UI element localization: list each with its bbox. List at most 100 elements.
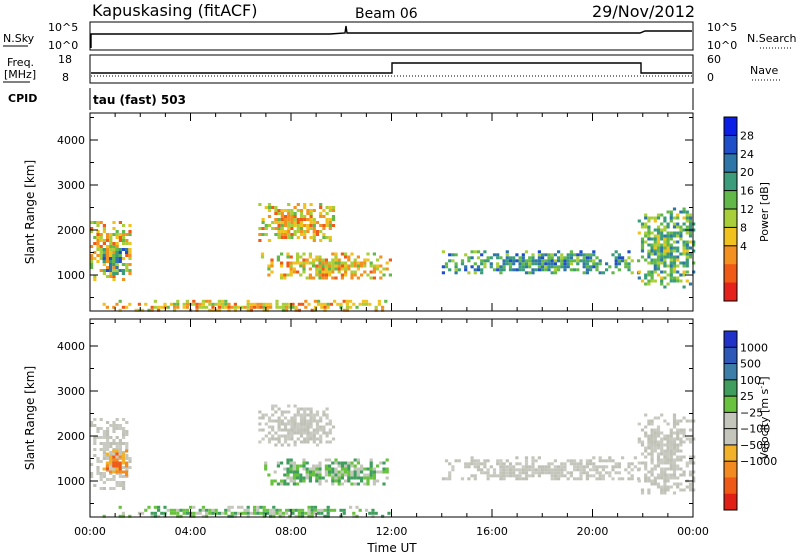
echo-cell (676, 464, 680, 468)
echo-cell (676, 482, 680, 486)
echo-cell (106, 257, 110, 260)
echo-cell (624, 259, 628, 263)
echo-cell (321, 267, 325, 271)
echo-cell (292, 479, 296, 483)
echo-cell (125, 421, 129, 424)
echo-cell (303, 218, 307, 221)
echo-cell (611, 459, 615, 463)
echo-cell (102, 457, 106, 460)
echo-cell (256, 305, 260, 309)
echo-cell (589, 459, 593, 463)
echo-cell (264, 422, 268, 426)
echo-cell (320, 305, 324, 309)
echo-cell (109, 436, 113, 439)
echo-cell (278, 305, 282, 309)
echo-cell (277, 419, 281, 423)
echo-cell (676, 255, 680, 259)
colorbar-segment (724, 428, 737, 446)
echo-cell (274, 419, 278, 423)
echo-cell (302, 258, 306, 262)
echo-cell (319, 215, 323, 218)
echo-cell (280, 434, 284, 438)
echo-cell (656, 473, 661, 477)
echo-cell (289, 461, 293, 465)
echo-cell (585, 256, 589, 260)
echo-cell (318, 267, 322, 271)
echo-cell (280, 422, 284, 426)
echo-cell (270, 482, 274, 486)
echo-cell (692, 243, 696, 247)
echo-cell (682, 270, 686, 274)
echo-cell (569, 268, 573, 272)
echo-cell (253, 511, 257, 515)
echo-cell (505, 465, 509, 469)
echo-cell (306, 212, 310, 215)
echo-cell (267, 425, 272, 429)
echo-cell (283, 224, 288, 227)
station-title: Kapuskasing (fitACF) (92, 1, 257, 20)
echo-cell (582, 256, 586, 260)
echo-cell (118, 475, 122, 478)
echo-cell (688, 419, 693, 423)
echo-cell (271, 428, 275, 432)
echo-cell (492, 268, 497, 272)
echo-cell (102, 260, 106, 263)
echo-cell (376, 258, 380, 262)
echo-cell (557, 250, 561, 254)
echo-cell (640, 452, 645, 456)
echo-cell (328, 236, 332, 239)
echo-cell (692, 461, 696, 465)
echo-cell (208, 308, 212, 312)
echo-cell (688, 225, 693, 229)
echo-cell (560, 468, 564, 472)
echo-cell (109, 239, 113, 242)
echo-cell (318, 258, 322, 262)
echo-cell (125, 430, 129, 433)
echo-cell (106, 254, 110, 257)
echo-cell (660, 452, 664, 456)
echo-cell (569, 259, 573, 263)
echo-cell (499, 468, 503, 472)
echo-cell (296, 425, 300, 429)
echo-cell (319, 212, 323, 215)
echo-cell (323, 302, 327, 306)
echo-cell (663, 467, 667, 471)
echo-cell (109, 275, 113, 278)
echo-cell (524, 271, 529, 275)
echo-cell (329, 508, 333, 512)
echo-cell (682, 216, 686, 220)
echo-cell (150, 511, 154, 515)
echo-cell (356, 255, 360, 259)
freq-tick-bottom: 8 (62, 71, 69, 84)
echo-cell (128, 242, 132, 245)
echo-cell (309, 215, 313, 218)
echo-cell (669, 279, 673, 283)
echo-cell (289, 255, 293, 259)
echo-cell (102, 445, 106, 448)
echo-cell (369, 470, 373, 474)
echo-cell (385, 467, 389, 471)
echo-cell (653, 234, 657, 238)
echo-cell (303, 224, 307, 227)
echo-cell (508, 256, 513, 260)
echo-cell (582, 259, 586, 263)
echo-cell (676, 437, 680, 441)
echo-cell (310, 508, 314, 512)
echo-cell (688, 485, 693, 489)
echo-cell (281, 514, 285, 518)
echo-cell (489, 265, 493, 269)
echo-cell (679, 455, 683, 459)
echo-cell (176, 511, 180, 515)
echo-cell (122, 433, 126, 436)
echo-cell (595, 262, 599, 266)
echo-cell (669, 464, 673, 468)
echo-cell (365, 302, 369, 306)
echo-cell (258, 416, 262, 420)
echo-cell (672, 279, 677, 283)
echo-cell (281, 308, 285, 312)
echo-cell (312, 437, 316, 441)
echo-cell (256, 505, 260, 509)
echo-cell (293, 230, 297, 233)
echo-cell (672, 437, 677, 441)
